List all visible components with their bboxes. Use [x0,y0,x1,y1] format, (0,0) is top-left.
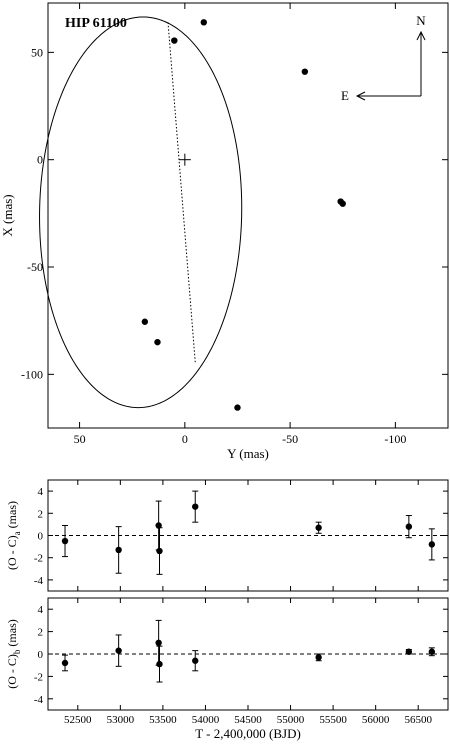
east-arrow-head [355,91,366,101]
observation-point [141,318,149,325]
residual-point [315,524,322,531]
x-tick-label: 52500 [64,714,92,726]
x-axis-label: Y (mas) [227,446,269,461]
residual-point [115,647,122,654]
residual-point [405,648,413,655]
y-axis-label-main: (O - C) [5,535,19,570]
residual-point [61,659,69,667]
y-axis-label: (O - C)a (mas) [5,501,22,570]
residual-point [192,657,199,664]
x-tick-label: -50 [282,432,298,446]
node-line [167,22,196,364]
x-tick-label: 0 [182,432,188,446]
y-tick-label: 2 [38,627,44,639]
residual-point [156,660,163,668]
y-axis-label-subscript: b [12,649,22,654]
chart-title: HIP 61100 [65,16,127,31]
residual-point [315,654,322,661]
y-axis-label-main: (O - C) [5,654,19,689]
y-tick-label: -4 [34,575,44,587]
y-axis-label: (O - C)b (mas) [5,619,22,689]
y-tick-label: -50 [27,260,43,274]
north-arrow-head [416,30,426,41]
residuals-b-panel: 52500 53000 53500 54000 54500 55000 55500 56000… [5,597,449,741]
residual-point [115,546,122,554]
y-tick-label: -2 [34,553,43,565]
residual-point [61,537,69,545]
x-tick-label: 50 [74,432,86,446]
east-label: E [341,88,349,103]
y-tick-label: 2 [38,508,44,520]
residual-point [405,523,413,530]
y-tick-label: -4 [34,694,44,706]
plot-frame [47,2,449,429]
residual-point [155,639,162,646]
observation-point [171,37,178,44]
x-tick-label: 54500 [234,714,262,726]
observation-point [339,200,346,207]
residual-point [428,541,436,548]
x-tick-label: 55500 [319,714,347,726]
observation-point [301,68,309,75]
observation-point [154,338,161,346]
orbit-ellipse [39,16,243,409]
x-tick-label: 53000 [107,714,135,726]
y-tick-label: 4 [38,604,44,616]
y-axis-label-unit: (mas) [5,501,19,531]
x-tick-label: -100 [384,432,406,446]
y-axis-label-unit: (mas) [5,619,19,649]
observation-point [234,404,241,411]
y-axis-label-subscript: a [12,531,22,535]
x-tick-label: 56000 [362,714,390,726]
residual-point [192,503,199,510]
y-tick-label: -100 [21,367,43,381]
residuals-a-panel: -4 -2 0 2 4 (O - C)a (mas) [5,479,449,592]
observation-point [200,19,207,26]
y-tick-label: 50 [31,45,43,59]
residual-point [428,648,436,655]
x-tick-label: 55000 [277,714,305,726]
x-axis-label: T - 2,400,000 (BJD) [195,726,301,741]
x-tick-label: 56500 [404,714,432,726]
orbit-panel: 50 0 -50 -100 50 0 -50 -100 HIP 61100 Y (mas) X (m… [0,2,449,461]
y-tick-label: 0 [38,649,44,661]
residual-point [156,547,163,555]
x-tick-label: 53500 [149,714,177,726]
y-tick-label: -2 [34,671,43,683]
x-tick-label: 54000 [192,714,220,726]
y-tick-label: 4 [38,486,44,498]
y-axis-label: X (mas) [0,194,15,236]
residual-point [155,522,162,529]
north-label: N [416,13,426,28]
y-tick-label: 0 [37,153,43,167]
y-tick-label: 0 [38,531,44,543]
